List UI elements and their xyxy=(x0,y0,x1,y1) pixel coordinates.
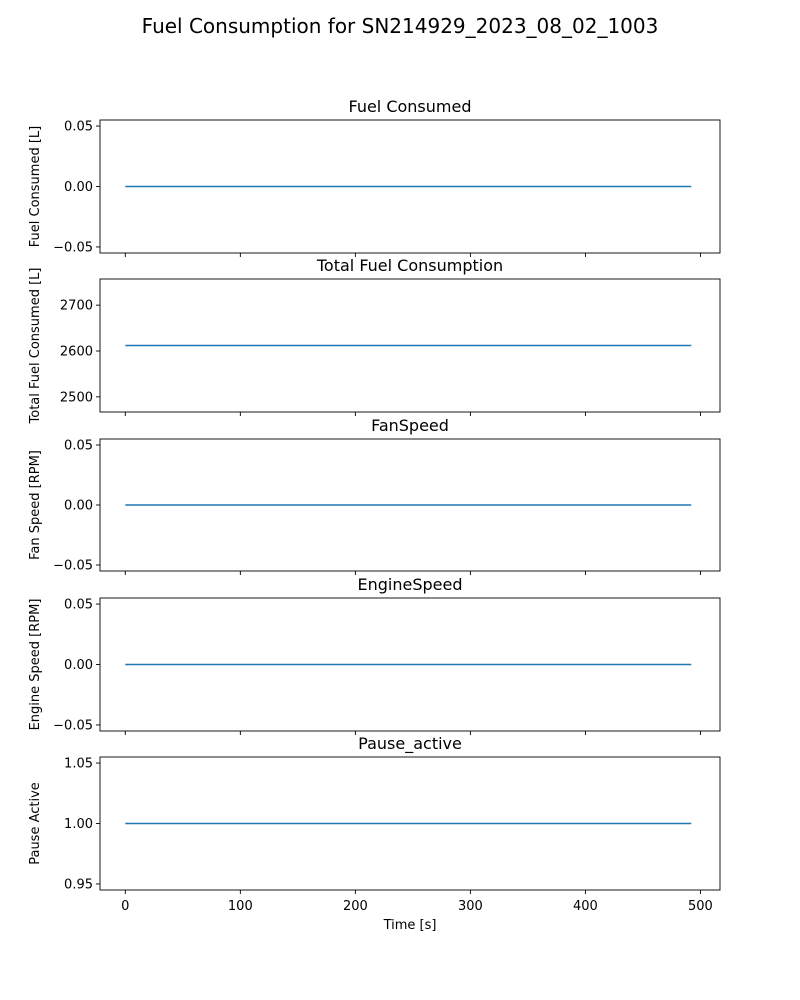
y-tick-label: −0.05 xyxy=(53,718,93,733)
x-tick-label: 0 xyxy=(121,899,129,914)
x-tick-label: 200 xyxy=(343,899,368,914)
y-tick-label: 0.00 xyxy=(64,180,93,195)
subplot-title: Fuel Consumed xyxy=(348,97,471,116)
y-tick-label: −0.05 xyxy=(53,240,93,255)
subplot-1: −0.05 0.00 0.05 Fuel Consumed Fuel Consumed … xyxy=(28,97,721,257)
subplot-5: 0.95 1.00 1.05 0 100 200 300 400 500 Pause_active… xyxy=(28,734,721,933)
subplot-4: −0.05 0.00 0.05 EngineSpeed Engine Speed [RP… xyxy=(28,575,721,735)
y-tick-label: 0.95 xyxy=(64,877,93,892)
y-axis-label: Fuel Consumed [L] xyxy=(28,126,43,247)
y-axis-label: Fan Speed [RPM] xyxy=(28,450,43,560)
subplot-title: Pause_active xyxy=(358,734,462,754)
y-axis-label: Total Fuel Consumed [L] xyxy=(28,268,43,425)
x-tick-label: 500 xyxy=(688,899,713,914)
y-tick-label: 1.00 xyxy=(64,817,93,832)
y-tick-label: 2700 xyxy=(60,299,93,314)
x-tick-label: 400 xyxy=(573,899,598,914)
y-tick-label: 2500 xyxy=(60,390,93,405)
subplot-title: FanSpeed xyxy=(371,416,449,435)
y-tick-label: 1.05 xyxy=(64,757,93,772)
y-axis-label: Engine Speed [RPM] xyxy=(28,599,43,731)
x-tick-label: 300 xyxy=(458,899,483,914)
figure-title: Fuel Consumption for SN214929_2023_08_02… xyxy=(141,14,659,38)
y-tick-label: 0.05 xyxy=(64,439,93,454)
axes-frame xyxy=(99,278,721,413)
subplot-title: Total Fuel Consumption xyxy=(316,256,503,275)
y-tick-label: 0.00 xyxy=(64,499,93,514)
y-tick-label: 0.00 xyxy=(64,658,93,673)
subplot-3: −0.05 0.00 0.05 FanSpeed Fan Speed [RPM] xyxy=(28,416,721,575)
y-tick-label: 0.05 xyxy=(64,120,93,135)
x-axis-label: Time [s] xyxy=(383,918,437,933)
x-tick-label: 100 xyxy=(228,899,253,914)
y-tick-label: 2600 xyxy=(60,345,93,360)
y-tick-label: 0.05 xyxy=(64,598,93,613)
y-axis-label: Pause Active xyxy=(28,782,43,865)
subplot-title: EngineSpeed xyxy=(358,575,463,594)
subplot-2: 2500 2600 2700 Total Fuel Consumption Total … xyxy=(28,256,721,425)
y-tick-label: −0.05 xyxy=(53,559,93,574)
